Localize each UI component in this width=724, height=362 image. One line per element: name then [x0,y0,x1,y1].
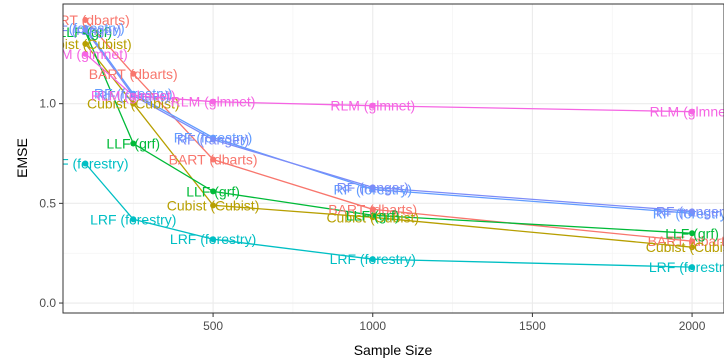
data-point-rf-ranger [689,208,696,215]
data-label-cubist-cubist: Cubist (Cubist) [87,96,180,112]
data-point-bart-dbarts [369,206,376,213]
x-axis: 500 1000 1500 2000 [203,313,706,333]
data-point-lrf-forestry [369,256,376,263]
data-point-rlm-glmnet [82,50,89,57]
data-label-llf-grf: LLF (grf) [186,183,240,199]
data-point-bart-dbarts [210,156,217,163]
data-point-lrf-forestry [689,264,696,271]
data-label-rf-ranger: RF (ranger) [49,22,121,38]
data-label-llf-grf: LLF (grf) [665,225,719,241]
data-point-lrf-forestry [82,160,89,167]
data-point-llf-grf [369,212,376,219]
data-label-bart-dbarts: BART (dbarts) [169,151,258,167]
data-label-bart-dbarts: BART (dbarts) [648,233,724,249]
data-label-rf-forestry: RF (forestry) [653,205,724,221]
data-label-lrf-forestry: LRF (forestry) [330,251,416,267]
data-point-lrf-forestry [130,216,137,223]
y-tick-label: 1.0 [39,97,56,111]
y-tick-label: 0.5 [39,196,56,210]
data-label-rf-ranger: RF (ranger) [177,132,249,148]
data-label-rlm-glmnet: RLM (glmnet) [91,88,176,104]
data-point-llf-grf [130,140,137,147]
data-point-bart-dbarts [82,16,89,23]
data-label-cubist-cubist: Cubist (Cubist) [326,209,419,225]
x-tick-label: 2000 [679,319,706,333]
data-point-cubist-cubist [130,100,137,107]
data-label-bart-dbarts: BART (dbarts) [41,12,130,28]
data-label-bart-dbarts: BART (dbarts) [89,66,178,82]
data-point-rf-ranger [369,184,376,191]
data-label-llf-grf: LLF (grf) [59,24,113,40]
data-label-lrf-forestry: LRF (forestry) [90,211,176,227]
data-label-rf-ranger: RF (ranger) [97,88,169,104]
y-tick-label: 0.0 [39,296,56,310]
data-point-rlm-glmnet [689,108,696,115]
data-point-llf-grf [689,230,696,237]
data-label-rlm-glmnet: RLM (glmnet) [650,104,724,120]
data-point-cubist-cubist [210,202,217,209]
point-labels: BART (dbarts) BART (dbarts) BART (dbarts) B… [39,12,724,275]
data-point-cubist-cubist [82,40,89,47]
data-label-rf-forestry: RF (forestry) [94,86,173,102]
plot-background [63,4,724,313]
data-label-rlm-glmnet: RLM (glmnet) [43,46,128,62]
data-label-cubist-cubist: Cubist (Cubist) [646,239,724,255]
data-point-bart-dbarts [130,70,137,77]
data-label-rlm-glmnet: RLM (glmnet) [330,98,415,114]
data-label-rf-forestry: RF (forestry) [174,130,253,146]
data-point-rlm-glmnet [369,102,376,109]
data-label-lrf-forestry: LRF (forestry) [649,259,724,275]
data-label-bart-dbarts: BART (dbarts) [328,201,417,217]
data-point-bart-dbarts [689,238,696,245]
data-point-cubist-cubist [689,244,696,251]
x-tick-label: 1500 [519,319,546,333]
data-point-rf-ranger [82,26,89,33]
x-tick-label: 500 [203,319,223,333]
data-point-rf-ranger [210,136,217,143]
series-points [82,16,696,271]
y-axis-title: EMSE [14,138,30,178]
data-label-rf-forestry: RF (forestry) [333,181,412,197]
x-tick-label: 1000 [359,319,386,333]
data-point-lrf-forestry [210,236,217,243]
data-point-rlm-glmnet [130,92,137,99]
data-point-rlm-glmnet [210,98,217,105]
data-label-llf-grf: LLF (grf) [346,207,400,223]
plot-panel: BART (dbarts) BART (dbarts) BART (dbarts) B… [39,4,724,313]
data-label-rf-ranger: RF (ranger) [656,203,724,219]
data-label-rf-ranger: RF (ranger) [337,179,409,195]
x-axis-title: Sample Size [354,342,433,358]
data-label-cubist-cubist: Cubist (Cubist) [39,36,132,52]
data-label-lrf-forestry: LRF (forestry) [42,155,128,171]
data-label-llf-grf: LLF (grf) [106,136,160,152]
data-label-cubist-cubist: Cubist (Cubist) [167,197,260,213]
y-axis: 0.0 0.5 1.0 [39,97,63,310]
data-point-llf-grf [210,188,217,195]
data-label-rlm-glmnet: RLM (glmnet) [171,94,256,110]
data-label-lrf-forestry: LRF (forestry) [170,231,256,247]
data-label-rf-forestry: RF (forestry) [46,20,125,36]
plot-border [62,3,724,314]
